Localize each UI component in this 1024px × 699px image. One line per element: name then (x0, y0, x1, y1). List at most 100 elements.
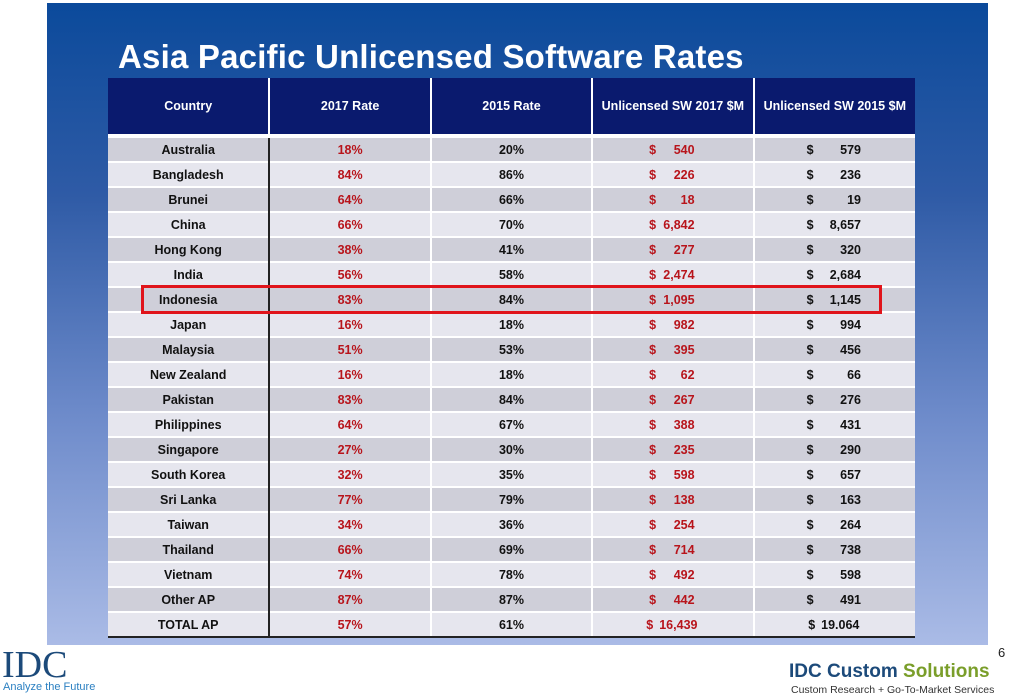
table-row: India 56% 58% $2,474 $2,684 (108, 261, 915, 287)
table-total-row: TOTAL AP 57% 61% $16,439 $19.064 (108, 611, 915, 638)
value: 598 (673, 467, 695, 482)
value: 2,684 (829, 267, 861, 282)
cell-sw-2017: $18 (591, 186, 754, 212)
value: 16,439 (659, 617, 698, 632)
table-row: Singapore 27% 30% $235 $290 (108, 436, 915, 462)
cell-sw-2017: $598 (591, 461, 754, 487)
cell-sw-2015: $431 (752, 411, 915, 437)
cell-sw-2015: $738 (752, 536, 915, 562)
cell-country: Sri Lanka (108, 486, 271, 512)
cell-2017-rate: 64% (268, 186, 431, 212)
cell-country: China (108, 211, 271, 237)
currency-symbol: $ (806, 142, 814, 157)
slide-title: Asia Pacific Unlicensed Software Rates (118, 38, 744, 75)
table-row: Other AP 87% 87% $442 $491 (108, 586, 915, 612)
table-row: Pakistan 83% 84% $267 $276 (108, 386, 915, 412)
cell-2017-rate: 38% (268, 236, 431, 262)
cell-2017-rate: 16% (268, 361, 431, 387)
cell-sw-2017: $226 (591, 161, 754, 187)
currency-symbol: $ (806, 192, 814, 207)
cell-2017-rate: 27% (268, 436, 431, 462)
cell-2017-rate: 66% (268, 211, 431, 237)
custom-solutions-tagline: Custom Research + Go-To-Market Services (791, 684, 995, 696)
cell-sw-2017: $267 (591, 386, 754, 412)
currency-symbol: $ (649, 592, 657, 607)
value: 994 (840, 317, 861, 332)
col-header-2015-rate: 2015 Rate (429, 78, 593, 136)
value: 290 (840, 442, 861, 457)
cell-sw-2017: $540 (591, 134, 754, 162)
cell-sw-2017: $6,842 (591, 211, 754, 237)
currency-symbol: $ (649, 467, 657, 482)
currency-symbol: $ (649, 317, 657, 332)
cell-sw-2015: $66 (752, 361, 915, 387)
value: 388 (673, 417, 695, 432)
currency-symbol: $ (649, 167, 657, 182)
cell-sw-2015: $657 (752, 461, 915, 487)
value: 18 (680, 192, 695, 207)
currency-symbol: $ (649, 217, 657, 232)
currency-symbol: $ (806, 292, 814, 307)
cell-sw-2017: $16,439 (591, 611, 754, 638)
cell-2015-rate: 53% (429, 336, 593, 362)
value: 982 (673, 317, 695, 332)
cell-2017-rate: 32% (268, 461, 431, 487)
currency-symbol: $ (806, 367, 814, 382)
software-rates-table: Country 2017 Rate 2015 Rate Unlicensed S… (108, 78, 915, 638)
idc-logo: IDC (2, 644, 68, 686)
table-row: Bangladesh 84% 86% $226 $236 (108, 161, 915, 187)
currency-symbol: $ (806, 417, 814, 432)
cell-2017-rate: 18% (268, 134, 431, 162)
currency-symbol: $ (806, 517, 814, 532)
value: 8,657 (829, 217, 861, 232)
table-row: Thailand 66% 69% $714 $738 (108, 536, 915, 562)
page-number: 6 (998, 645, 1006, 660)
currency-symbol: $ (806, 242, 814, 257)
currency-symbol: $ (649, 142, 657, 157)
currency-symbol: $ (808, 617, 816, 632)
currency-symbol: $ (649, 542, 657, 557)
cell-2015-rate: 58% (429, 261, 593, 287)
value: 395 (673, 342, 695, 357)
cell-2015-rate: 84% (429, 286, 593, 312)
cell-country: Australia (108, 134, 271, 162)
cell-2015-rate: 69% (429, 536, 593, 562)
table-row: China 66% 70% $6,842 $8,657 (108, 211, 915, 237)
value: 456 (840, 342, 861, 357)
table-row: Indonesia 83% 84% $1,095 $1,145 (108, 286, 915, 312)
cell-country: Thailand (108, 536, 271, 562)
currency-symbol: $ (649, 517, 657, 532)
currency-symbol: $ (806, 392, 814, 407)
cell-sw-2017: $982 (591, 311, 754, 337)
cell-2017-rate: 77% (268, 486, 431, 512)
cell-2017-rate: 83% (268, 386, 431, 412)
value: 431 (840, 417, 861, 432)
currency-symbol: $ (806, 542, 814, 557)
value: 226 (673, 167, 695, 182)
table-row: South Korea 32% 35% $598 $657 (108, 461, 915, 487)
cell-sw-2015: $994 (752, 311, 915, 337)
cell-sw-2015: $163 (752, 486, 915, 512)
cell-country: Singapore (108, 436, 271, 462)
cell-sw-2015: $290 (752, 436, 915, 462)
cell-2015-rate: 78% (429, 561, 593, 587)
cell-2017-rate: 83% (268, 286, 431, 312)
cell-2017-rate: 34% (268, 511, 431, 537)
currency-symbol: $ (649, 192, 657, 207)
table-header-row: Country 2017 Rate 2015 Rate Unlicensed S… (108, 78, 915, 136)
cell-sw-2015: $276 (752, 386, 915, 412)
currency-symbol: $ (646, 617, 654, 632)
value: 264 (840, 517, 861, 532)
cell-country: New Zealand (108, 361, 271, 387)
cell-2017-rate: 56% (268, 261, 431, 287)
value: 19.064 (821, 617, 860, 632)
cell-2015-rate: 41% (429, 236, 593, 262)
logo-part-a: IDC Custom (789, 661, 898, 682)
cell-2015-rate: 20% (429, 134, 593, 162)
value: 491 (840, 592, 861, 607)
value: 277 (673, 242, 695, 257)
cell-2015-rate: 86% (429, 161, 593, 187)
currency-symbol: $ (806, 442, 814, 457)
cell-sw-2017: $277 (591, 236, 754, 262)
value: 163 (840, 492, 861, 507)
